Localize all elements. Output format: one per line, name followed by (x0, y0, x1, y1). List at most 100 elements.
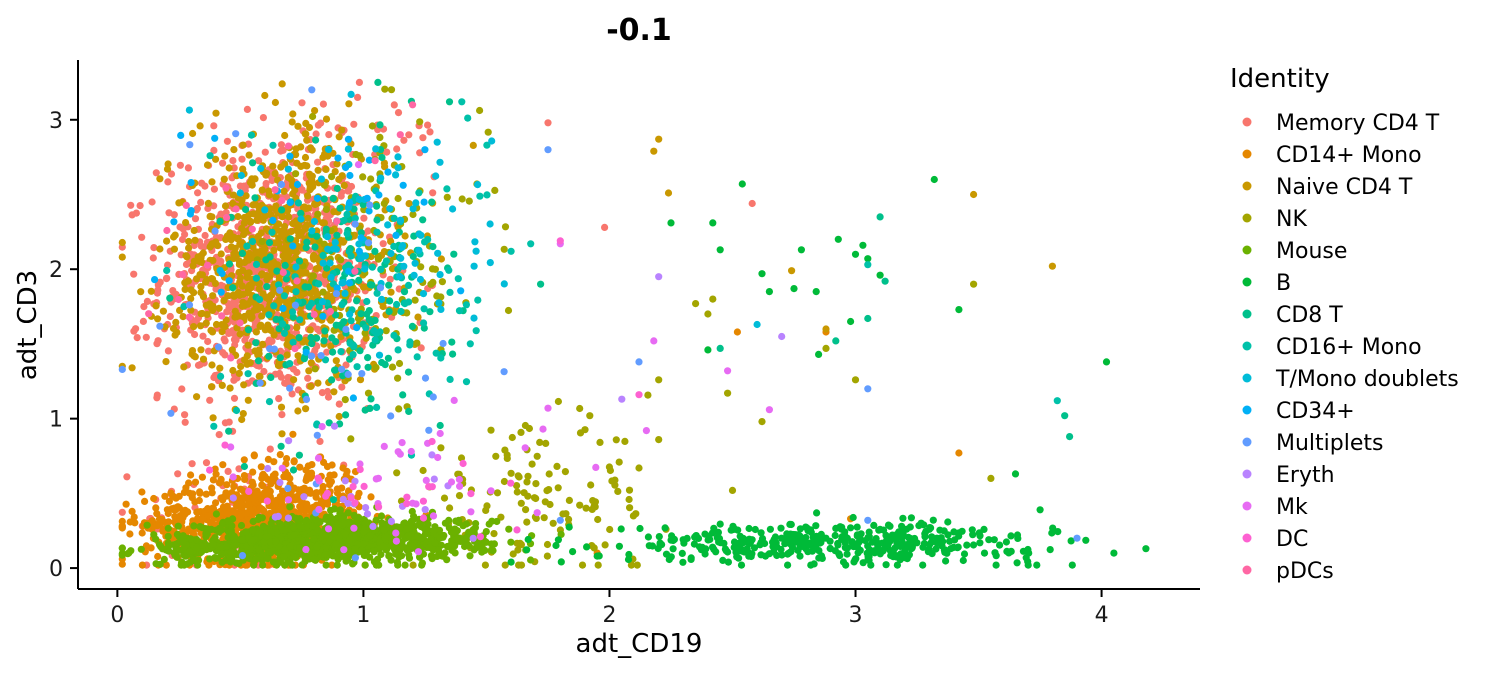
data-point (307, 184, 315, 192)
data-point (163, 266, 171, 275)
data-point (644, 533, 653, 541)
data-point (238, 282, 246, 290)
data-point (283, 520, 291, 528)
data-point (379, 542, 387, 551)
data-point (315, 280, 323, 288)
data-point (345, 247, 353, 255)
data-point (448, 338, 456, 346)
data-point (414, 313, 422, 321)
data-point (276, 451, 284, 459)
data-point (232, 541, 240, 549)
data-point (383, 148, 391, 156)
data-point (266, 445, 274, 453)
data-point (358, 546, 366, 554)
data-point (263, 283, 271, 291)
data-point (118, 253, 126, 261)
data-point (270, 458, 278, 466)
data-point (138, 529, 146, 537)
data-point (465, 197, 473, 205)
data-point (156, 278, 164, 286)
data-point (815, 350, 823, 358)
data-point (388, 265, 397, 273)
data-point (310, 535, 318, 543)
data-point (370, 547, 378, 555)
data-point (278, 320, 287, 328)
data-point (987, 474, 995, 482)
data-point (421, 530, 429, 539)
data-point (591, 498, 599, 506)
data-point (758, 270, 766, 278)
data-point (164, 524, 172, 532)
data-point (848, 539, 856, 547)
data-point (750, 544, 759, 552)
data-point (472, 544, 480, 552)
data-point (295, 334, 303, 342)
data-point (893, 539, 901, 548)
data-point (462, 534, 470, 542)
data-point (184, 164, 192, 172)
data-point (165, 209, 173, 217)
data-point (272, 315, 280, 323)
data-point (176, 161, 184, 169)
data-point (985, 536, 993, 544)
data-point (240, 219, 248, 227)
data-point (527, 556, 535, 564)
data-point (174, 470, 182, 478)
data-point (169, 287, 177, 295)
data-point (187, 471, 195, 479)
data-point (514, 472, 522, 480)
data-point (454, 275, 462, 283)
data-point (1053, 397, 1061, 405)
data-point (1068, 561, 1076, 569)
data-point (1048, 262, 1056, 270)
data-point (181, 285, 189, 293)
data-point (838, 523, 846, 531)
data-point (230, 483, 238, 491)
data-point (328, 173, 336, 181)
data-point (259, 114, 267, 122)
data-point (449, 350, 457, 358)
data-point (345, 187, 353, 195)
data-point (260, 367, 268, 376)
data-point (284, 173, 292, 182)
data-point (576, 404, 584, 413)
data-point (194, 253, 202, 261)
data-point (149, 254, 157, 262)
data-point (401, 232, 409, 240)
data-point (118, 238, 126, 247)
data-point (1024, 558, 1032, 566)
data-point (381, 163, 389, 171)
data-point (308, 146, 316, 154)
data-point (716, 246, 724, 254)
data-point (565, 523, 573, 531)
data-point (376, 133, 384, 141)
data-point (404, 281, 413, 289)
data-point (201, 231, 209, 240)
data-point (122, 500, 130, 508)
data-point (295, 221, 303, 229)
data-point (191, 236, 199, 244)
data-point (445, 266, 453, 274)
data-point (320, 337, 328, 345)
data-point (372, 363, 380, 372)
data-point (393, 300, 401, 309)
data-point (185, 106, 193, 114)
data-point (936, 536, 944, 545)
data-point (236, 330, 244, 338)
data-point (308, 522, 316, 530)
data-point (190, 352, 198, 360)
data-point (378, 295, 386, 303)
data-point (316, 437, 324, 445)
data-point (249, 481, 257, 489)
data-point (165, 497, 173, 505)
data-point (1007, 532, 1015, 540)
data-point (709, 295, 717, 303)
data-point (583, 543, 591, 551)
data-point (164, 178, 172, 186)
data-point (271, 470, 279, 478)
data-point (784, 550, 792, 558)
data-point (667, 219, 675, 227)
data-point (244, 341, 252, 349)
data-point (377, 174, 385, 182)
data-point (275, 395, 283, 403)
